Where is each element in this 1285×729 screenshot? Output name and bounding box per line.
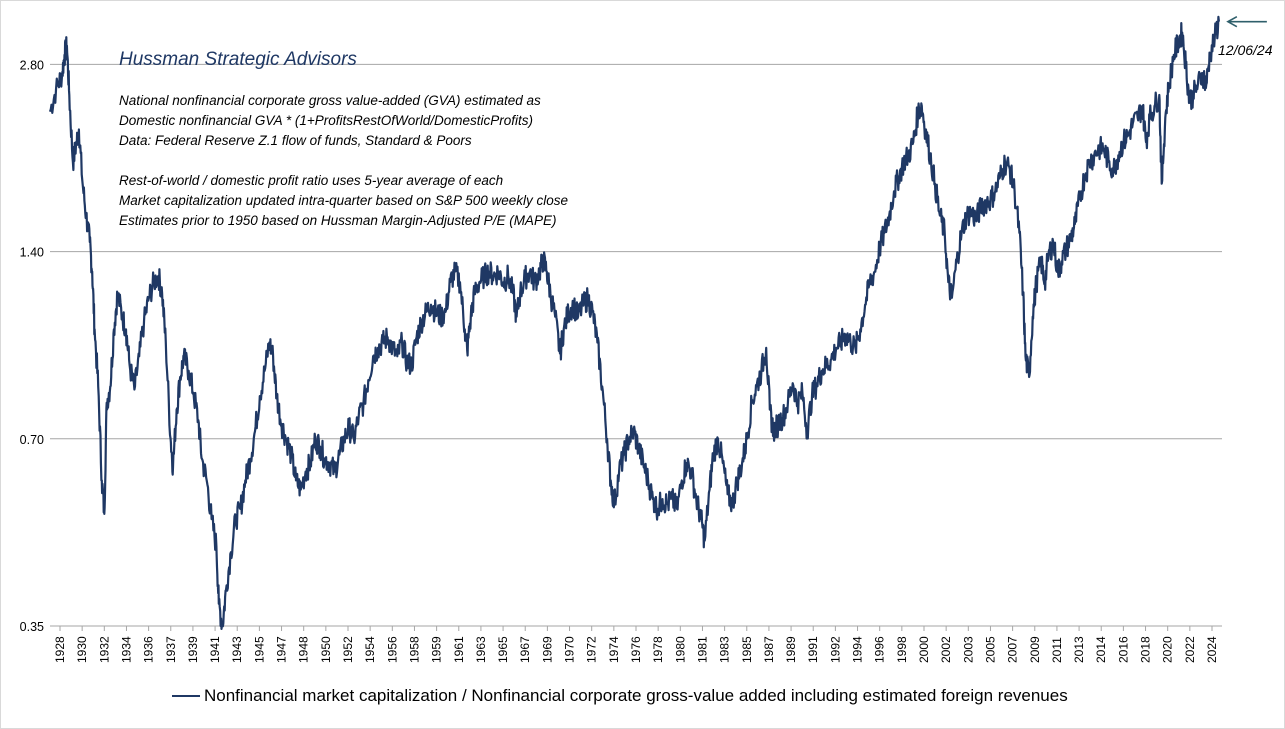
x-tick-label: 1980 — [673, 636, 687, 663]
x-tick-label: 1941 — [208, 636, 222, 663]
legend-label: Nonfinancial market capitalization / Non… — [204, 686, 1068, 705]
x-tick-label: 1932 — [97, 636, 111, 663]
x-axis-ticks: 1928 1930 1932 1934 1936 1937 1939 1941 1943 1945… — [53, 626, 1219, 663]
x-tick-label: 2013 — [1072, 636, 1086, 663]
note-line: Estimates prior to 1950 based on Hussman… — [119, 213, 557, 228]
x-tick-label: 1947 — [275, 636, 289, 663]
x-tick-label: 1996 — [873, 636, 887, 663]
x-tick-label: 2003 — [961, 636, 975, 663]
x-tick-label: 2002 — [939, 636, 953, 663]
note-line: Rest-of-world / domestic profit ratio us… — [119, 173, 504, 188]
x-tick-label: 1983 — [718, 636, 732, 663]
x-tick-label: 2007 — [1006, 636, 1020, 663]
x-tick-label: 1972 — [585, 636, 599, 663]
x-tick-label: 1954 — [363, 636, 377, 663]
chart-notes: National nonfinancial corporate gross va… — [119, 91, 568, 231]
x-tick-label: 2024 — [1205, 636, 1219, 663]
note-line: Market capitalization updated intra-quar… — [119, 193, 569, 208]
x-tick-label: 1969 — [540, 636, 554, 663]
y-tick-label: 2.80 — [20, 58, 44, 72]
x-tick-label: 1987 — [762, 636, 776, 663]
x-tick-label: 2009 — [1028, 636, 1042, 663]
x-tick-label: 1943 — [230, 636, 244, 663]
x-tick-label: 1994 — [851, 636, 865, 663]
brand-title: Hussman Strategic Advisors — [119, 49, 357, 70]
x-tick-label: 1961 — [452, 636, 466, 663]
y-axis-ticks: 0.35 0.70 1.40 2.80 — [20, 58, 44, 634]
x-tick-label: 1959 — [430, 636, 444, 663]
note-line: Data: Federal Reserve Z.1 flow of funds,… — [119, 133, 472, 148]
x-tick-label: 1952 — [341, 636, 355, 663]
x-tick-label: 1974 — [607, 636, 621, 663]
x-tick-label: 1958 — [407, 636, 421, 663]
latest-date-annotation: 12/06/24 — [1218, 42, 1273, 58]
x-tick-label: 1937 — [164, 636, 178, 663]
y-tick-label: 0.35 — [20, 620, 44, 634]
x-tick-label: 2005 — [983, 636, 997, 663]
x-tick-label: 1998 — [895, 636, 909, 663]
note-line: National nonfinancial corporate gross va… — [119, 93, 541, 108]
x-tick-label: 2011 — [1050, 637, 1064, 663]
x-tick-label: 1939 — [186, 636, 200, 663]
y-tick-label: 1.40 — [20, 246, 44, 260]
x-tick-label: 1936 — [142, 636, 156, 663]
x-tick-label: 2014 — [1094, 636, 1108, 663]
x-tick-label: 1928 — [53, 636, 67, 663]
x-tick-label: 2016 — [1116, 636, 1130, 663]
x-tick-label: 1934 — [119, 636, 133, 663]
x-tick-label: 1985 — [740, 636, 754, 663]
x-tick-label: 1956 — [385, 636, 399, 663]
x-tick-label: 1948 — [297, 636, 311, 663]
x-tick-label: 1978 — [651, 636, 665, 663]
y-tick-label: 0.70 — [20, 433, 44, 447]
series-line-nonfinancial-mktcap-gva — [48, 15, 1220, 630]
x-tick-label: 1930 — [75, 636, 89, 663]
note-line: Domestic nonfinancial GVA * (1+ProfitsRe… — [119, 113, 534, 128]
x-tick-label: 1967 — [518, 636, 532, 663]
x-tick-label: 1970 — [563, 636, 577, 663]
x-tick-label: 2020 — [1161, 636, 1175, 663]
x-tick-label: 2018 — [1139, 636, 1153, 663]
x-tick-label: 1992 — [828, 636, 842, 663]
x-tick-label: 1991 — [806, 636, 820, 663]
x-tick-label: 1945 — [252, 636, 266, 663]
latest-value-arrow — [1226, 15, 1267, 28]
x-tick-label: 1950 — [319, 636, 333, 663]
legend: Nonfinancial market capitalization / Non… — [172, 686, 1068, 706]
note-line — [119, 151, 568, 171]
legend-swatch — [172, 695, 200, 697]
x-tick-label: 1965 — [496, 636, 510, 663]
x-tick-label: 1981 — [695, 636, 709, 663]
x-tick-label: 1963 — [474, 636, 488, 663]
x-tick-label: 1976 — [629, 636, 643, 663]
x-tick-label: 1989 — [784, 636, 798, 663]
x-tick-label: 2022 — [1183, 636, 1197, 663]
arrow-head — [1226, 15, 1238, 28]
x-tick-label: 2000 — [917, 636, 931, 663]
